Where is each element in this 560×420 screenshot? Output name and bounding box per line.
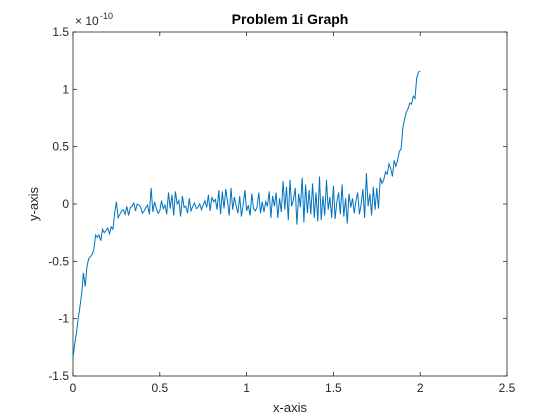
chart-title: Problem 1i Graph (232, 11, 349, 27)
x-tick-label: 2.5 (499, 381, 516, 395)
y-exponent-power: -10 (100, 11, 113, 21)
x-tick-label: 2 (417, 381, 424, 395)
y-axis-label: y-axis (26, 187, 41, 221)
x-tick-label: 0 (70, 381, 77, 395)
x-tick-label: 1 (243, 381, 250, 395)
x-tick-label: 1.5 (325, 381, 342, 395)
y-tick-label: 0.5 (52, 140, 69, 154)
x-axis-ticks: 0 0.5 1 1.5 2 2.5 (70, 32, 516, 395)
y-tick-label: -1.5 (48, 369, 69, 383)
series-line-y (72, 70, 421, 358)
y-tick-label: 1.5 (52, 25, 69, 39)
x-axis-label: x-axis (273, 400, 307, 415)
y-tick-label: 0 (62, 197, 69, 211)
plot-area (72, 31, 508, 377)
y-exponent-base: × 10 (75, 14, 99, 28)
y-tick-label: -1 (58, 312, 69, 326)
y-tick-label: -0.5 (48, 254, 69, 268)
x-tick-label: 0.5 (151, 381, 168, 395)
y-axis-ticks: -1.5 -1 -0.5 0 0.5 1 1.5 (48, 25, 507, 383)
y-tick-label: 1 (62, 82, 69, 96)
